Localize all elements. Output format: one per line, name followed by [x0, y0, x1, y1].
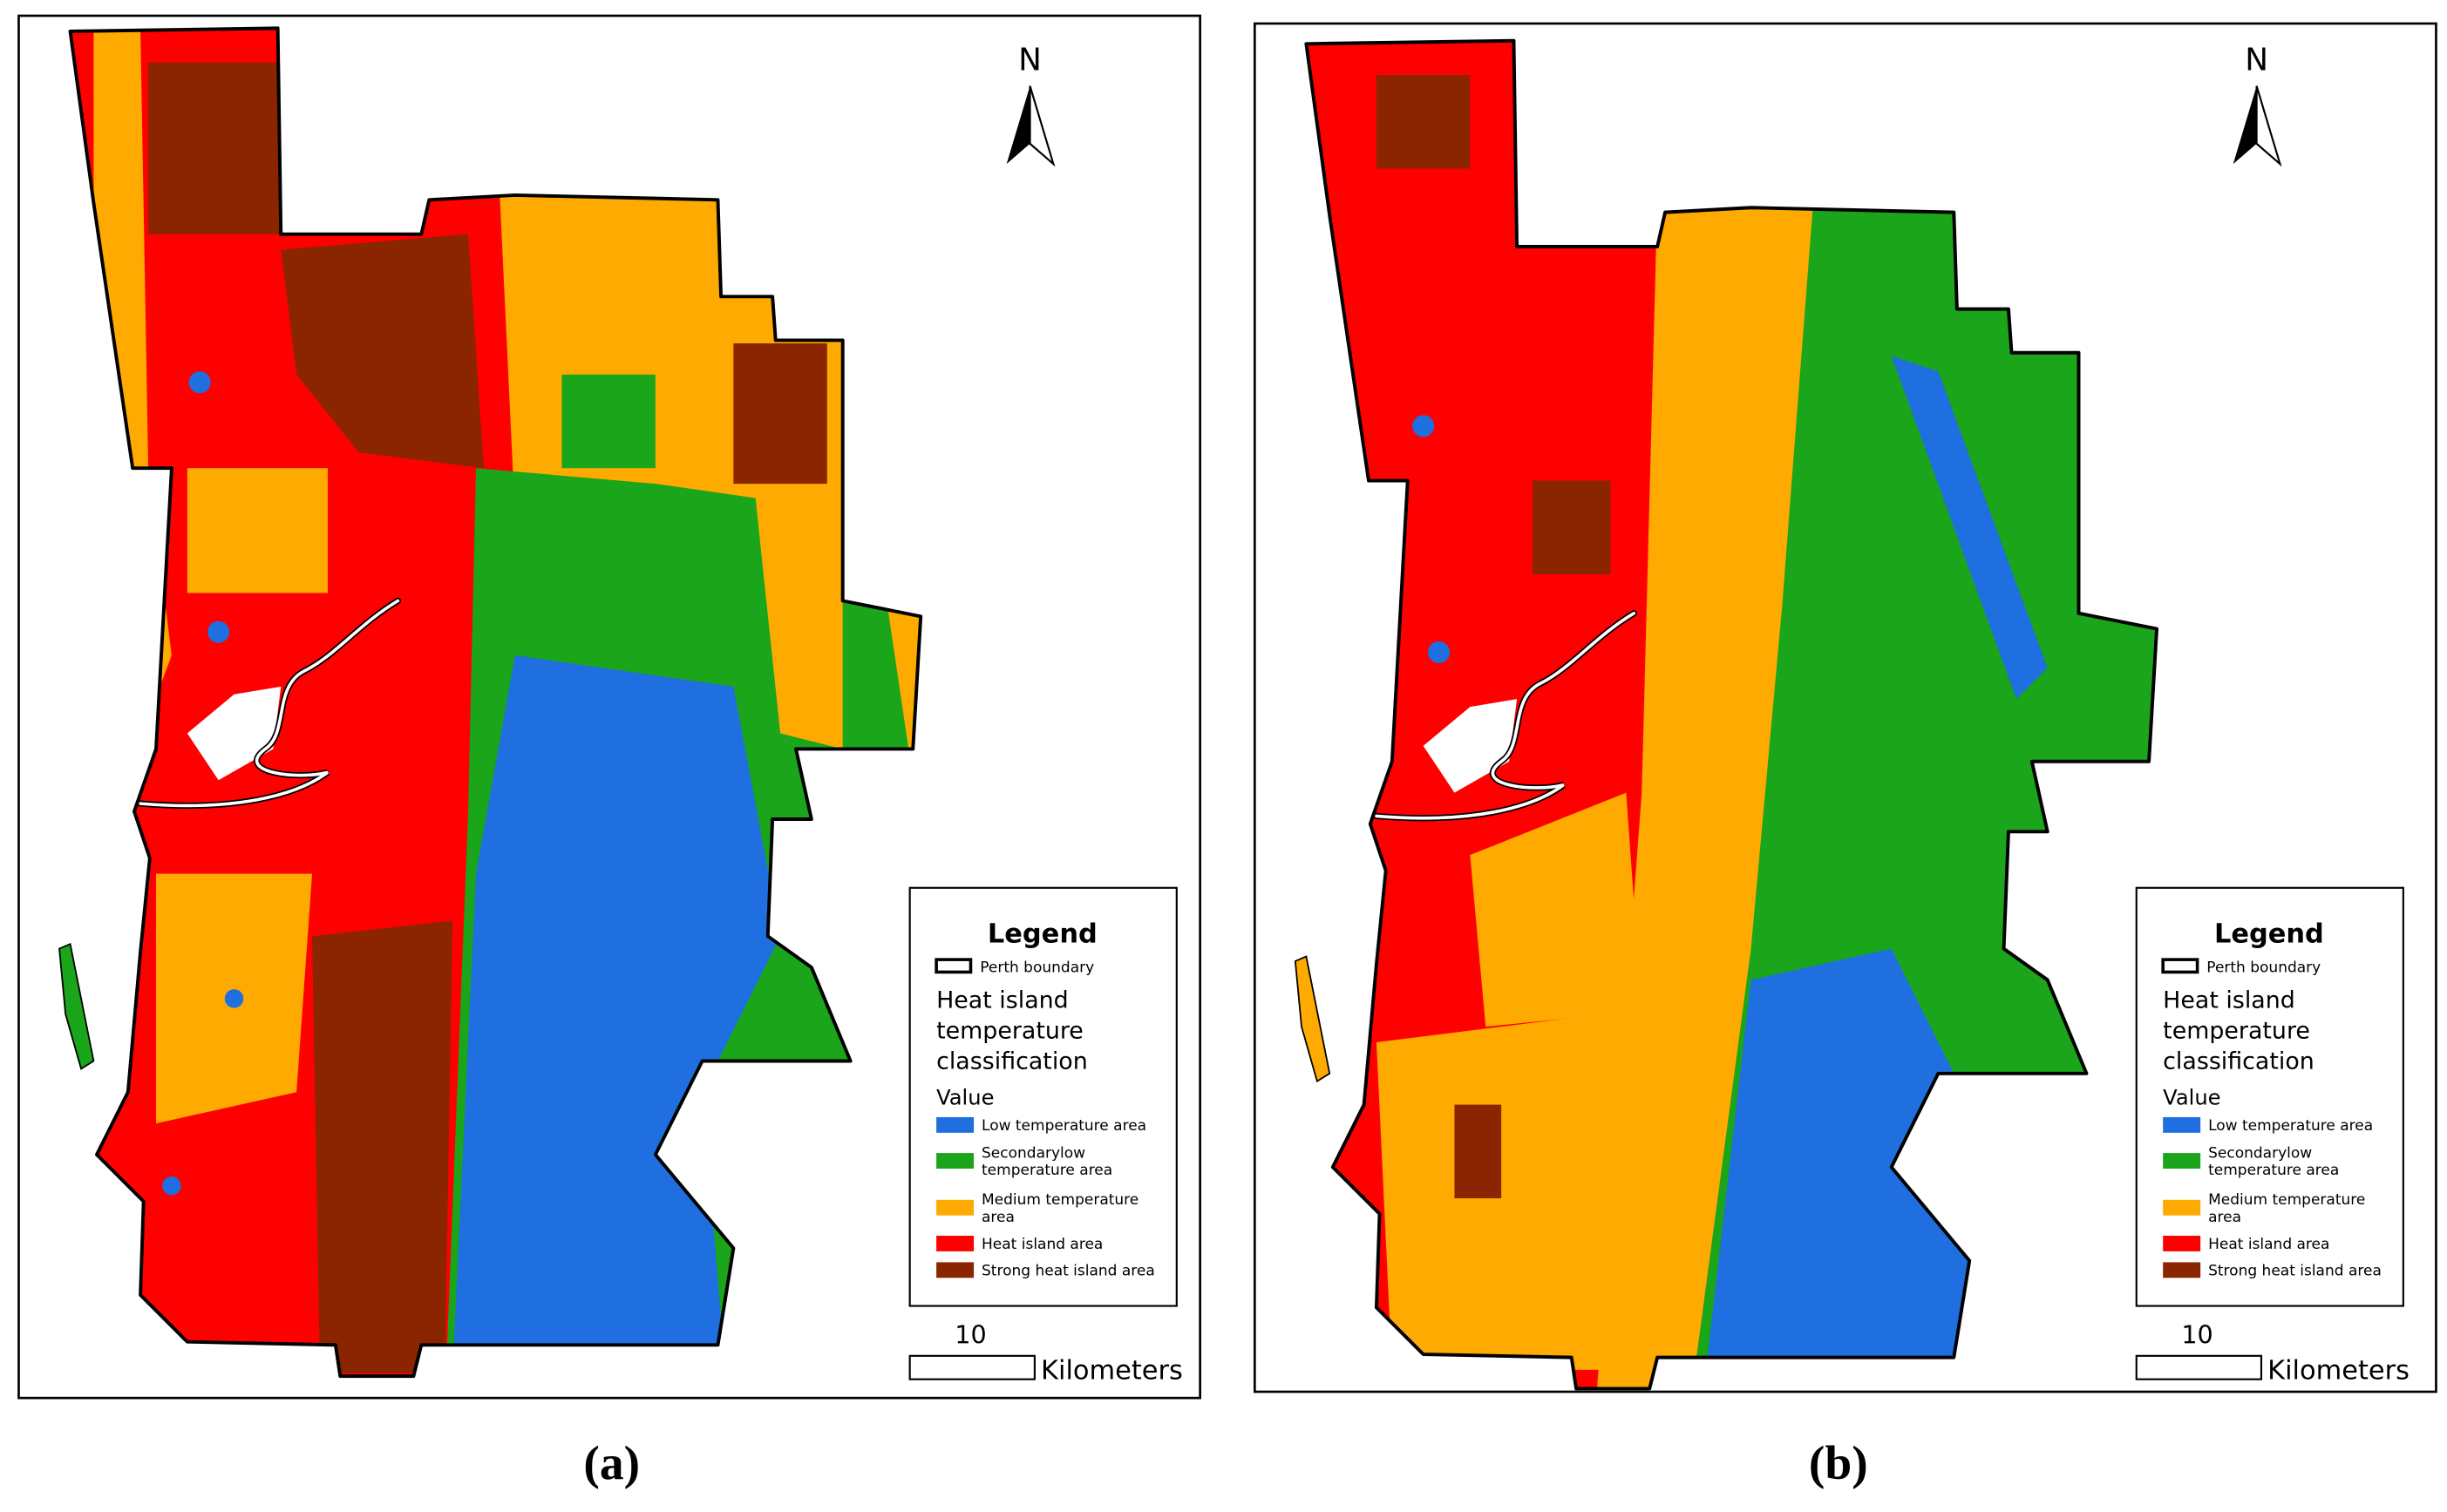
panel-overlay: N Legend Perth boundary Heat island temperat…: [583, 43, 1182, 1491]
legend-heading: temperature: [2163, 1018, 2310, 1045]
legend-swatch: [936, 1199, 975, 1216]
north-arrow: [2255, 85, 2282, 167]
boundary-swatch: [935, 958, 973, 974]
legend-swatch: [936, 1153, 975, 1170]
legend-item: temperature area: [982, 1162, 1112, 1179]
legend-item: Low temperature area: [982, 1117, 1146, 1135]
scale-bar: [2135, 1354, 2263, 1380]
legend-swatch: [936, 1262, 975, 1278]
legend-item: Medium temperature: [982, 1191, 1139, 1209]
north-label: N: [1018, 43, 1042, 78]
legend-item: Heat island area: [982, 1236, 1103, 1253]
legend-item: Strong heat island area: [982, 1263, 1155, 1280]
legend-swatch: [936, 1235, 975, 1251]
legend-swatch: [2163, 1262, 2201, 1278]
legend-swatch: [2163, 1199, 2201, 1216]
panel-label: (b): [1809, 1437, 1868, 1490]
scale-unit: Kilometers: [2267, 1356, 2410, 1387]
north-arrow: [2233, 85, 2257, 165]
scale-unit: Kilometers: [1041, 1356, 1183, 1387]
legend-item: Heat island area: [2208, 1236, 2329, 1253]
legend-item: Medium temperature: [2208, 1191, 2365, 1209]
north-label: N: [2245, 43, 2268, 78]
legend-item: temperature area: [2208, 1162, 2339, 1179]
legend-item: area: [982, 1209, 1015, 1226]
legend-heading: classification: [936, 1048, 1088, 1075]
legend-heading: classification: [2163, 1048, 2314, 1075]
scale-value: 10: [955, 1320, 986, 1350]
north-arrow: [1006, 85, 1030, 165]
legend-item: Perth boundary: [2206, 959, 2321, 976]
legend-title: Legend: [2214, 919, 2324, 949]
legend-swatch: [2163, 1153, 2201, 1170]
boundary-swatch: [2161, 958, 2199, 974]
north-arrow: [1029, 85, 1056, 167]
legend-heading: temperature: [936, 1018, 1084, 1045]
legend-item: Strong heat island area: [2208, 1263, 2382, 1280]
legend-value-heading: Value: [2163, 1086, 2220, 1110]
legend-swatch: [2163, 1235, 2201, 1251]
scale-value: 10: [2181, 1320, 2212, 1350]
legend-swatch: [936, 1116, 975, 1133]
panel-overlay: N Legend Perth boundary Heat island temperat…: [1809, 43, 2410, 1491]
legend-value-heading: Value: [936, 1086, 994, 1110]
legend-item: Secondarylow: [982, 1144, 1085, 1162]
legend-title: Legend: [988, 919, 1098, 949]
panel-label: (a): [583, 1437, 640, 1490]
legend-item: Low temperature area: [2208, 1117, 2373, 1135]
legend-item: Perth boundary: [980, 959, 1094, 976]
legend-swatch: [2163, 1116, 2201, 1133]
legend-item: Secondarylow: [2208, 1144, 2312, 1162]
legend-heading: Heat island: [936, 987, 1069, 1014]
legend-item: area: [2208, 1209, 2241, 1226]
scale-bar: [908, 1354, 1036, 1380]
legend-heading: Heat island: [2163, 987, 2295, 1014]
